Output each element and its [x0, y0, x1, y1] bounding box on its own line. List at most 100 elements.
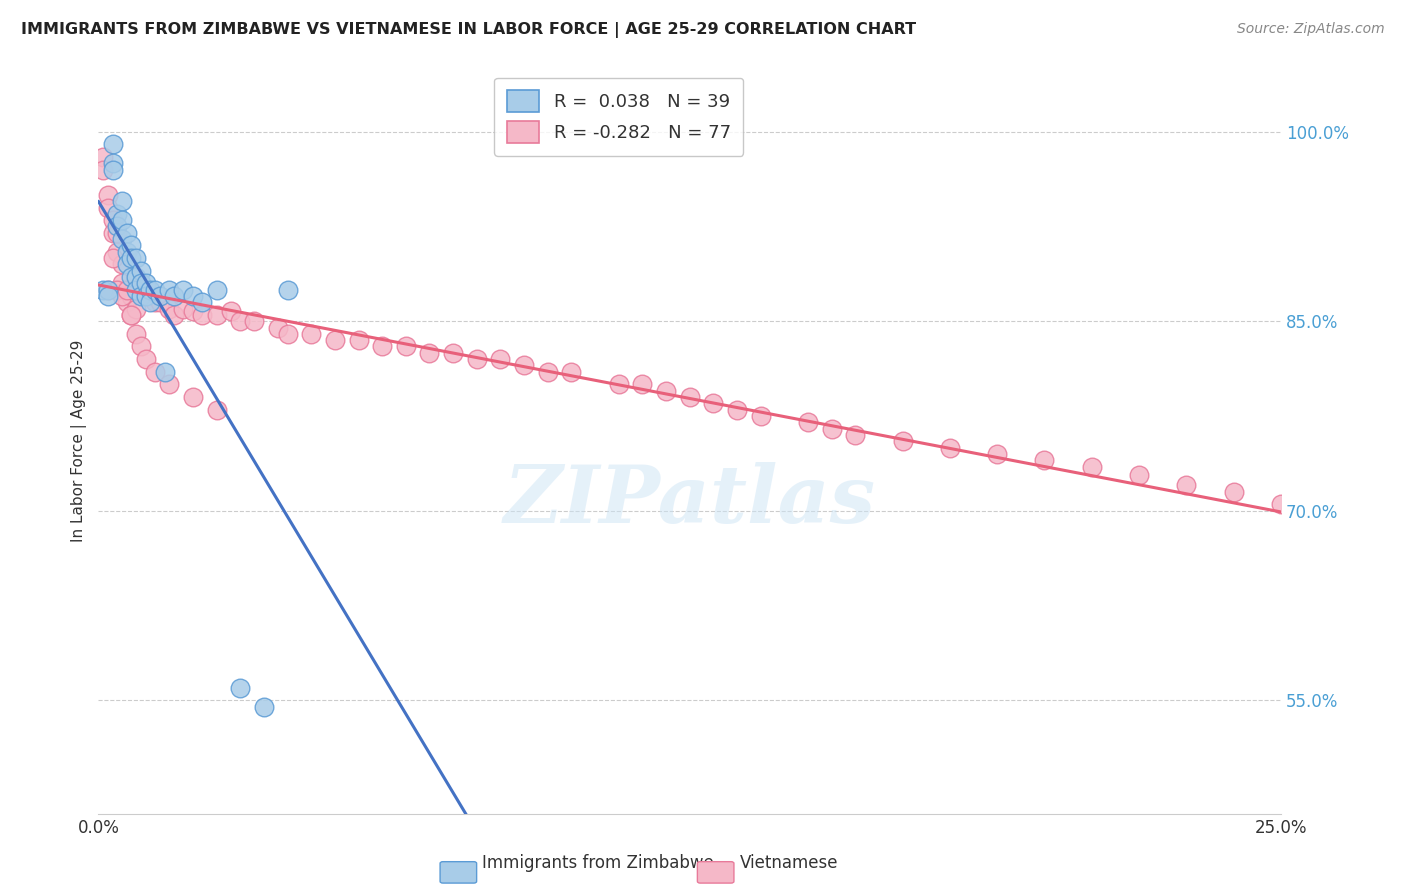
Point — [725, 402, 748, 417]
Point — [513, 359, 536, 373]
Point — [205, 308, 228, 322]
Point — [191, 308, 214, 322]
Point — [105, 226, 128, 240]
Point — [135, 352, 157, 367]
Point — [205, 283, 228, 297]
Point — [299, 326, 322, 341]
Point — [441, 346, 464, 360]
Point — [121, 308, 143, 322]
Text: Vietnamese: Vietnamese — [740, 855, 838, 872]
Point — [679, 390, 702, 404]
Point — [277, 283, 299, 297]
Point — [97, 201, 120, 215]
Point — [125, 326, 148, 341]
Point — [749, 409, 772, 423]
Point — [229, 314, 252, 328]
Point — [111, 257, 134, 271]
Point — [607, 377, 630, 392]
Point — [105, 207, 128, 221]
Point — [101, 213, 124, 227]
Point — [253, 699, 276, 714]
Point — [97, 187, 120, 202]
Point — [129, 283, 152, 297]
Point — [129, 339, 152, 353]
Point — [844, 428, 866, 442]
Point — [111, 289, 134, 303]
Point — [173, 301, 195, 316]
Point — [121, 251, 143, 265]
Point — [105, 244, 128, 259]
Point — [418, 346, 440, 360]
Point — [149, 289, 172, 303]
Point — [1222, 484, 1244, 499]
Point — [143, 365, 166, 379]
Point — [219, 304, 242, 318]
Point — [101, 226, 124, 240]
Point — [139, 283, 162, 297]
Point — [560, 365, 582, 379]
Point — [125, 301, 148, 316]
Text: IMMIGRANTS FROM ZIMBABWE VS VIETNAMESE IN LABOR FORCE | AGE 25-29 CORRELATION CH: IMMIGRANTS FROM ZIMBABWE VS VIETNAMESE I… — [21, 22, 917, 38]
Point — [121, 308, 143, 322]
Point — [143, 295, 166, 310]
Point — [91, 162, 114, 177]
Point — [91, 150, 114, 164]
Point — [101, 162, 124, 177]
Point — [125, 270, 148, 285]
Text: ZIPatlas: ZIPatlas — [503, 462, 876, 540]
Point — [125, 251, 148, 265]
Point — [105, 283, 128, 297]
Point — [465, 352, 488, 367]
Point — [631, 377, 654, 392]
Point — [139, 295, 162, 310]
Point — [111, 194, 134, 209]
Point — [125, 283, 148, 297]
Point — [267, 320, 290, 334]
Point — [181, 390, 204, 404]
Point — [986, 447, 1008, 461]
Point — [1128, 468, 1150, 483]
Point — [347, 333, 370, 347]
Point — [702, 396, 724, 410]
Point — [277, 326, 299, 341]
Point — [205, 402, 228, 417]
Point — [1175, 478, 1198, 492]
Point — [243, 314, 266, 328]
Point — [1080, 459, 1102, 474]
Point — [105, 219, 128, 234]
Legend: R =  0.038   N = 39, R = -0.282   N = 77: R = 0.038 N = 39, R = -0.282 N = 77 — [494, 78, 744, 156]
Point — [323, 333, 346, 347]
Point — [135, 289, 157, 303]
Point — [121, 270, 143, 285]
Point — [797, 415, 820, 429]
Point — [121, 289, 143, 303]
Point — [129, 277, 152, 291]
Point — [115, 226, 138, 240]
Point — [163, 289, 186, 303]
Point — [939, 441, 962, 455]
Point — [891, 434, 914, 449]
Point — [101, 156, 124, 170]
Y-axis label: In Labor Force | Age 25-29: In Labor Force | Age 25-29 — [72, 340, 87, 542]
Text: Source: ZipAtlas.com: Source: ZipAtlas.com — [1237, 22, 1385, 37]
Point — [139, 289, 162, 303]
Point — [101, 251, 124, 265]
Point — [157, 377, 180, 392]
Point — [129, 263, 152, 277]
Point — [395, 339, 418, 353]
Point — [371, 339, 394, 353]
Point — [111, 277, 134, 291]
Point — [115, 257, 138, 271]
Point — [537, 365, 560, 379]
Text: Immigrants from Zimbabwe: Immigrants from Zimbabwe — [482, 855, 714, 872]
Point — [101, 137, 124, 152]
Point — [1270, 498, 1292, 512]
Point — [820, 422, 842, 436]
Point — [1033, 453, 1056, 467]
Point — [153, 365, 176, 379]
Point — [157, 301, 180, 316]
Point — [115, 295, 138, 310]
Point — [91, 283, 114, 297]
Point — [143, 283, 166, 297]
Point — [181, 304, 204, 318]
